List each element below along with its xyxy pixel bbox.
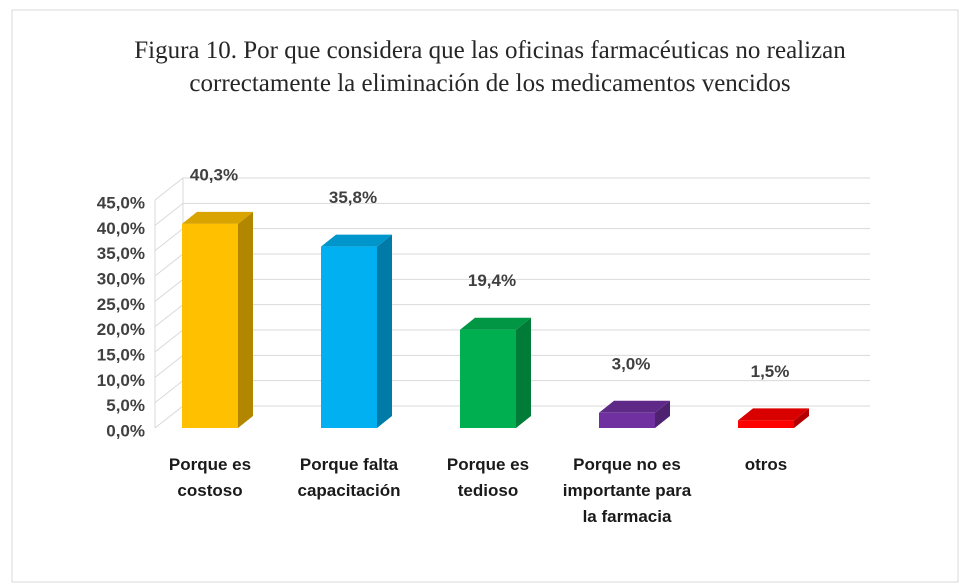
data-label: 40,3% <box>190 165 238 184</box>
bar <box>321 246 377 428</box>
bar <box>599 412 655 428</box>
bar-side <box>655 400 670 428</box>
bar-side <box>794 408 809 428</box>
x-tick-label: otros <box>744 455 788 474</box>
bar <box>182 223 238 428</box>
x-tick-label: Porque es costoso <box>168 455 252 500</box>
data-label: 3,0% <box>612 354 651 373</box>
bar-top <box>738 408 809 421</box>
data-label: 1,5% <box>751 362 790 381</box>
y-tick-label: 45,0% <box>97 193 145 212</box>
y-tick-label: 10,0% <box>97 371 145 390</box>
grid-line <box>154 228 870 252</box>
bar-side <box>377 234 392 428</box>
data-label: 19,4% <box>468 271 516 290</box>
bar-side <box>238 211 253 428</box>
bar <box>460 329 516 428</box>
y-tick-label: 30,0% <box>97 269 145 288</box>
bar-top <box>460 317 531 330</box>
y-tick-label: 15,0% <box>97 345 145 364</box>
y-tick-label: 5,0% <box>106 396 145 415</box>
bar-top <box>599 400 670 413</box>
grid-line <box>154 202 870 226</box>
bar-side <box>516 317 531 428</box>
y-tick-label: 25,0% <box>97 295 145 314</box>
bar-top <box>321 234 392 247</box>
chart-frame <box>11 9 959 583</box>
x-tick-label: Porque no es importante para la farmacia <box>562 455 692 526</box>
grid-line <box>154 177 870 201</box>
data-label: 35,8% <box>329 188 377 207</box>
y-tick-label: 40,0% <box>97 219 145 238</box>
x-tick-label: Porque falta capacitación <box>297 455 401 500</box>
chart-title: Figura 10. Por que considera que las ofi… <box>134 37 846 97</box>
bar <box>738 420 794 428</box>
bar-top <box>182 211 253 224</box>
y-tick-label: 20,0% <box>97 320 145 339</box>
x-tick-label: Porque es tedioso <box>446 455 530 500</box>
y-tick-label: 35,0% <box>97 244 145 263</box>
y-tick-label: 0,0% <box>106 421 145 440</box>
